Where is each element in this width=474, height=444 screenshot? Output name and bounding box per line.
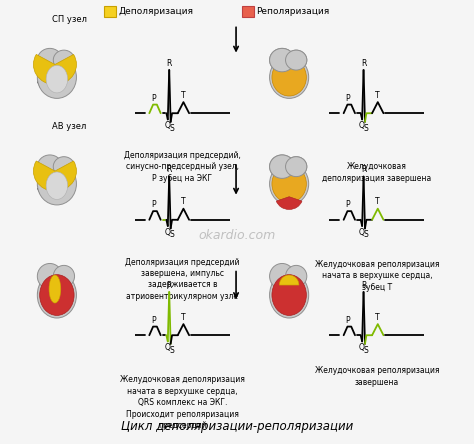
Wedge shape (33, 55, 76, 85)
Text: Q: Q (358, 343, 365, 352)
Text: Деполяризация предсердий,
синусно-предсердный узел,
P зубец на ЭКГ: Деполяризация предсердий, синусно-предсе… (124, 151, 241, 183)
Text: Q: Q (358, 228, 365, 237)
Text: T: T (181, 197, 186, 206)
Text: Деполяризация предсердий
завершена, импульс
задерживается в
атриовентрикулярном : Деполяризация предсердий завершена, импу… (125, 258, 240, 301)
Circle shape (270, 263, 295, 289)
Ellipse shape (37, 56, 76, 99)
Text: T: T (375, 91, 380, 99)
Circle shape (270, 48, 295, 72)
Text: T: T (181, 313, 186, 321)
Text: S: S (364, 124, 368, 133)
FancyBboxPatch shape (242, 5, 254, 16)
Circle shape (53, 50, 74, 70)
Circle shape (37, 155, 63, 178)
Text: S: S (364, 346, 368, 355)
Wedge shape (279, 275, 299, 285)
Text: Желудочковая
деполяризация завершена: Желудочковая деполяризация завершена (322, 162, 431, 182)
Ellipse shape (272, 165, 306, 202)
Text: АВ узел: АВ узел (52, 122, 87, 131)
Ellipse shape (270, 272, 309, 318)
Circle shape (285, 50, 307, 70)
Text: R: R (166, 59, 172, 67)
Text: Цикл деполяризации-реполяризации: Цикл деполяризации-реполяризации (121, 420, 353, 433)
Text: S: S (169, 124, 174, 133)
Text: T: T (181, 91, 186, 99)
Ellipse shape (272, 59, 306, 96)
Ellipse shape (270, 163, 309, 205)
Circle shape (53, 266, 74, 287)
Circle shape (270, 48, 295, 72)
Circle shape (53, 157, 74, 177)
Text: Желудочковая реполяризация
завершена: Желудочковая реполяризация завершена (315, 366, 439, 387)
Text: Желудочковая деполяризация
начата в верхушке сердца,
QRS комплекс на ЭКГ.
Происх: Желудочковая деполяризация начата в верх… (120, 375, 245, 430)
Text: Деполяризация: Деполяризация (118, 7, 193, 16)
Text: R: R (166, 165, 172, 174)
Text: Q: Q (164, 121, 170, 130)
Ellipse shape (270, 56, 309, 99)
Ellipse shape (37, 163, 76, 205)
Ellipse shape (40, 275, 74, 315)
Ellipse shape (37, 272, 76, 318)
Text: T: T (375, 313, 380, 321)
Ellipse shape (46, 172, 68, 199)
Circle shape (285, 157, 307, 177)
Text: Желудочковая реполяризация
начата в верхушке сердца,
зубец Т: Желудочковая реполяризация начата в верх… (315, 260, 439, 292)
Ellipse shape (49, 275, 61, 303)
Text: СП узел: СП узел (52, 16, 87, 24)
Text: P: P (151, 316, 155, 325)
Text: R: R (361, 59, 366, 67)
Text: S: S (169, 346, 174, 355)
Circle shape (285, 266, 307, 287)
Ellipse shape (46, 65, 68, 93)
Text: Q: Q (358, 121, 365, 130)
Text: R: R (361, 281, 366, 289)
Text: Q: Q (164, 228, 170, 237)
FancyBboxPatch shape (104, 5, 116, 16)
Wedge shape (276, 197, 302, 210)
Text: Реполяризация: Реполяризация (256, 7, 329, 16)
Text: Q: Q (164, 343, 170, 352)
Text: P: P (151, 200, 155, 209)
Text: S: S (364, 230, 368, 239)
Circle shape (285, 50, 307, 70)
Text: R: R (361, 165, 366, 174)
Text: okardio.com: okardio.com (199, 229, 275, 242)
Text: P: P (345, 316, 350, 325)
Circle shape (270, 155, 295, 178)
Circle shape (37, 263, 63, 289)
Text: P: P (151, 94, 155, 103)
Text: T: T (375, 197, 380, 206)
Circle shape (285, 157, 307, 177)
Text: R: R (166, 281, 172, 289)
Text: S: S (169, 230, 174, 239)
Text: P: P (345, 200, 350, 209)
Text: P: P (345, 94, 350, 103)
Circle shape (270, 155, 295, 178)
Circle shape (37, 48, 63, 72)
Wedge shape (33, 161, 76, 191)
Ellipse shape (272, 275, 306, 315)
